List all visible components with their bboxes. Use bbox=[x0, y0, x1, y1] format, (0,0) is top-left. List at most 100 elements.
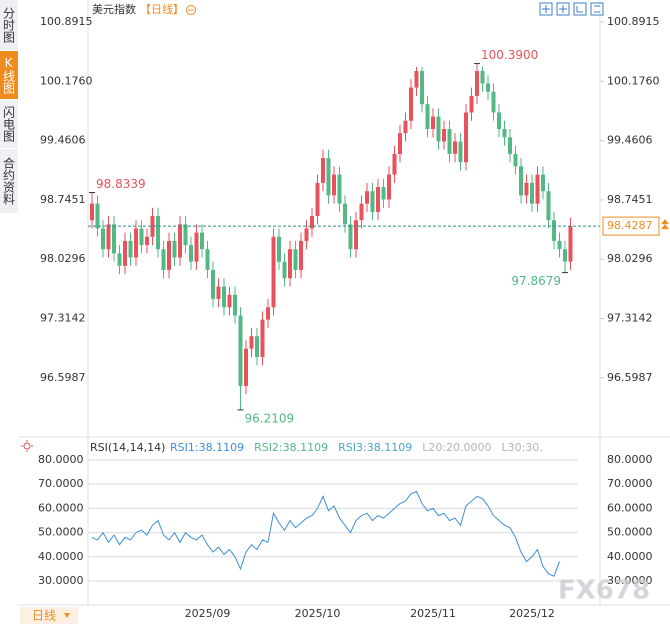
candle-body bbox=[502, 129, 507, 138]
frame bbox=[18, 0, 670, 606]
y-tick-label: 40.0000 bbox=[38, 550, 84, 563]
candle-body bbox=[491, 91, 496, 113]
y-tick-label: 60.0000 bbox=[607, 501, 653, 514]
candle-body bbox=[123, 240, 127, 266]
y-tick-label: 98.0296 bbox=[607, 252, 653, 265]
candle-body bbox=[200, 232, 204, 250]
indicator-title: RSI(14,14,14) bbox=[90, 441, 165, 454]
y-tick-label: 80.0000 bbox=[607, 453, 653, 466]
candle-body bbox=[101, 228, 105, 250]
y-tick-label: 100.8915 bbox=[40, 15, 93, 28]
y-tick-label: 70.0000 bbox=[607, 477, 653, 490]
dropdown-arrow bbox=[64, 613, 70, 618]
candle-body bbox=[387, 174, 391, 200]
candle-body bbox=[425, 104, 430, 130]
candle-body bbox=[150, 216, 155, 237]
candle-body bbox=[354, 220, 358, 250]
candle-body bbox=[563, 249, 567, 262]
candle-body bbox=[304, 228, 309, 241]
tab[interactable]: 闪电图 bbox=[0, 100, 18, 149]
candle-body bbox=[376, 187, 380, 212]
candle-body bbox=[310, 216, 314, 229]
candle-body bbox=[486, 83, 490, 92]
candle-body bbox=[161, 249, 166, 270]
period: 【日线】 bbox=[140, 2, 184, 16]
candle-body bbox=[469, 95, 474, 113]
y-tick-label: 99.4606 bbox=[40, 134, 86, 147]
candle-body bbox=[233, 294, 237, 316]
candle-body bbox=[183, 224, 188, 246]
candle-body bbox=[414, 71, 419, 88]
y-tick-label: 97.3142 bbox=[40, 311, 86, 324]
candle-body bbox=[480, 71, 485, 84]
candle-body bbox=[128, 240, 133, 258]
add-icon[interactable] bbox=[186, 5, 196, 15]
period-button-label[interactable]: 日线 bbox=[32, 609, 56, 623]
y-tick-label: 50.0000 bbox=[607, 526, 653, 539]
candle-body bbox=[409, 87, 413, 121]
y-tick-label: 96.5987 bbox=[40, 371, 86, 384]
legend-entry: RSI2:38.1109 bbox=[254, 441, 328, 454]
candle-body bbox=[359, 203, 364, 221]
extreme-label: 97.8679 bbox=[511, 274, 561, 288]
candle-body bbox=[282, 261, 287, 279]
y-tick-label: 98.0296 bbox=[40, 252, 86, 265]
candle-body bbox=[337, 174, 342, 204]
period-button[interactable] bbox=[20, 607, 78, 624]
candle-body bbox=[95, 203, 100, 229]
candle-body bbox=[552, 220, 556, 241]
toolbar[interactable] bbox=[539, 2, 604, 16]
candle-body bbox=[332, 174, 336, 196]
y-tick-label: 100.1760 bbox=[607, 74, 660, 87]
candle-body bbox=[299, 240, 303, 270]
candle-body bbox=[497, 112, 501, 130]
candle-body bbox=[530, 182, 534, 204]
candle-body bbox=[211, 269, 215, 299]
candle-body bbox=[458, 141, 463, 163]
candle-body bbox=[442, 129, 446, 142]
candle-body bbox=[227, 294, 232, 308]
candle-body bbox=[464, 112, 468, 163]
legend-entry: L30:30. bbox=[502, 441, 543, 454]
candle-body bbox=[535, 174, 540, 204]
tab[interactable]: 分时图 bbox=[0, 0, 18, 51]
extreme-label: 100.3900 bbox=[481, 48, 538, 62]
candle-body bbox=[343, 203, 347, 225]
y-tick-label: 99.4606 bbox=[607, 134, 653, 147]
candle-body bbox=[167, 240, 171, 270]
x-tick-label: 2025/10 bbox=[295, 607, 341, 620]
candle-body bbox=[134, 228, 138, 258]
x-tick-label: 2025/11 bbox=[410, 607, 456, 620]
candle-body bbox=[321, 158, 325, 183]
candle-body bbox=[315, 182, 320, 217]
tab[interactable]: 合约资料 bbox=[0, 149, 18, 214]
settings-icon[interactable] bbox=[21, 440, 33, 452]
candle-body bbox=[255, 336, 259, 357]
y-tick-label: 40.0000 bbox=[607, 550, 653, 563]
y-tick-label: 100.1760 bbox=[40, 74, 93, 87]
candle-body bbox=[271, 236, 276, 308]
candle-body bbox=[172, 240, 177, 258]
candle-body bbox=[277, 236, 281, 262]
candle-body bbox=[568, 226, 573, 262]
tab[interactable]: K线图 bbox=[0, 51, 18, 100]
candle-body bbox=[90, 203, 94, 221]
candle-body bbox=[541, 174, 545, 192]
candle-body bbox=[288, 249, 292, 279]
candle-body bbox=[189, 245, 193, 262]
y-tick-label: 50.0000 bbox=[38, 526, 84, 539]
candle-body bbox=[112, 224, 116, 254]
candle-body bbox=[392, 153, 397, 175]
candle-body bbox=[293, 249, 298, 270]
candle-body bbox=[557, 240, 562, 250]
candle-body bbox=[106, 224, 111, 250]
candle-body bbox=[244, 348, 248, 386]
candle-body bbox=[475, 71, 479, 96]
candle-body bbox=[194, 232, 199, 262]
candle-body bbox=[513, 153, 518, 167]
candle-body bbox=[365, 191, 369, 204]
legend-entry: RSI1:38.1109 bbox=[170, 441, 244, 454]
chart-title: 美元指数 bbox=[92, 2, 136, 16]
